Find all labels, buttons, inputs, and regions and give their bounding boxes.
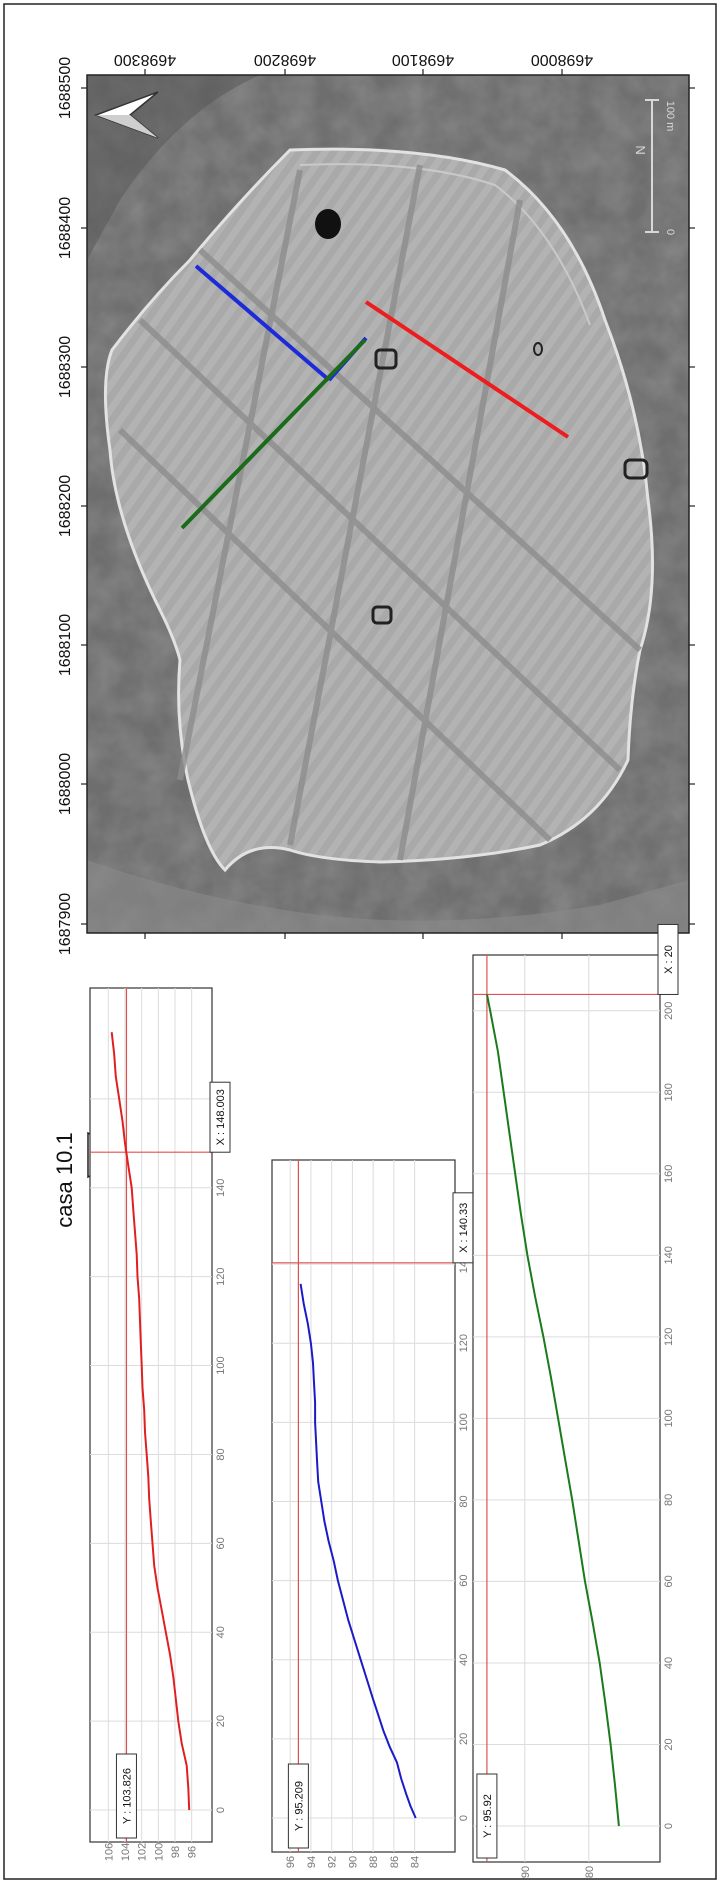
easting-label: 1688200 (57, 475, 74, 537)
easting-label: 1688000 (57, 753, 74, 815)
cursor-x-readout: X : 140.33 (452, 1192, 474, 1264)
tick-label: 140 (215, 1179, 227, 1197)
northing-label: 4698300 (114, 51, 176, 68)
tick-label: 20 (458, 1733, 470, 1745)
tick-label: 0 (215, 1807, 227, 1813)
tick-label: 120 (663, 1328, 675, 1346)
tick-label: 88 (368, 1856, 380, 1868)
profile-chart: 0204060801001201401601061041021009896Y :… (89, 987, 231, 1861)
profile-frame (472, 954, 661, 1863)
scale-bar-label: 100 m (664, 101, 676, 132)
structure-feature (533, 342, 543, 356)
map-frame (86, 74, 690, 934)
tick-label: 40 (663, 1657, 675, 1669)
profile-frame (271, 1159, 456, 1853)
cursor-y-label: Y : 95.92 (482, 1794, 494, 1838)
tick-label: 92 (327, 1856, 339, 1868)
north-label: N (633, 145, 648, 154)
scale-bar-zero: 0 (664, 229, 676, 235)
tick-label: 102 (137, 1843, 149, 1861)
tick-label: 86 (389, 1856, 401, 1868)
northing-label: 4698100 (392, 51, 454, 68)
tick-label: 160 (663, 1165, 675, 1183)
tick-label: 40 (215, 1626, 227, 1638)
tick-label: 80 (584, 1866, 596, 1878)
tick-label: 0 (458, 1815, 470, 1821)
tick-label: 84 (410, 1856, 422, 1868)
tick-label: 80 (663, 1494, 675, 1506)
tick-label: 120 (458, 1334, 470, 1352)
tick-label: 180 (663, 1083, 675, 1101)
cursor-x-readout: X : 20 (657, 923, 679, 995)
easting-label: 1688500 (57, 57, 74, 119)
tick-label: 80 (215, 1448, 227, 1460)
tick-label: 60 (458, 1575, 470, 1587)
tick-label: 60 (663, 1575, 675, 1587)
scale-bar: 100 m 0 N (633, 99, 676, 235)
site-title: casa 10.1 (52, 1132, 77, 1227)
profile-chart: 0 20 40 60 80 100 120 140 160 180 200 90 80 Y : 95.92… (472, 923, 679, 1878)
cursor-y-readout: Y : 95.209 (287, 1763, 309, 1849)
tick-label: 200 (663, 1002, 675, 1020)
cursor-y-label: Y : 103.826 (121, 1768, 133, 1824)
cursor-x-label: X : 148.003 (215, 1089, 227, 1145)
easting-label: 1688100 (57, 614, 74, 676)
tick-label: 80 (458, 1495, 470, 1507)
elevation-profiles: 0 20 40 60 80 100 120 140 160 106 104 102 100 98 96 Y :… (89, 923, 679, 1878)
tick-label: 90 (347, 1856, 359, 1868)
tick-label: 100 (215, 1356, 227, 1374)
tick-label: 96 (187, 1846, 199, 1858)
tick-label: 104 (120, 1843, 132, 1861)
profile-line (299, 1283, 417, 1819)
tick-label: 40 (458, 1654, 470, 1666)
tick-label: 20 (215, 1715, 227, 1727)
map-grid-ticks (81, 69, 695, 939)
easting-labels: 1688500 1688400 1688300 1688200 1688100 … (57, 57, 74, 955)
cursor-x-label: X : 140.33 (458, 1203, 470, 1253)
cursor-y-readout: Y : 95.92 (476, 1773, 498, 1859)
tick-label: 0 (663, 1823, 675, 1829)
hillshade-lowland (87, 860, 689, 933)
cursor-y-readout: Y : 103.826 (115, 1753, 137, 1839)
profile-line (486, 994, 620, 1827)
structure-feature (374, 348, 398, 370)
tick-label: 90 (520, 1866, 532, 1878)
tick-label: 94 (306, 1856, 318, 1868)
tick-label: 140 (663, 1246, 675, 1264)
transect-blue (194, 264, 331, 382)
cursor-x-readout: X : 148.003 (209, 1081, 231, 1153)
profile-line (110, 1032, 191, 1811)
northing-label: 4698000 (531, 51, 593, 68)
easting-label: 1687900 (57, 893, 74, 955)
terrain-map: 4698300 4698200 4698100 4698000 1688500 … (57, 51, 695, 955)
transect-red (364, 300, 570, 439)
cursor-y-label: Y : 95.209 (293, 1781, 305, 1831)
tick-label: 120 (215, 1267, 227, 1285)
page-frame (3, 3, 717, 1880)
tick-label: 98 (170, 1846, 182, 1858)
northing-labels: 4698300 4698200 4698100 4698000 (114, 51, 593, 68)
plateau-edge (299, 163, 591, 326)
tick-label: 60 (215, 1537, 227, 1549)
transect-green (180, 338, 367, 530)
plateau (103, 147, 654, 873)
north-arrow-icon (93, 91, 159, 139)
tick-label: 96 (285, 1856, 297, 1868)
easting-label: 1688400 (57, 197, 74, 259)
cursor-x-label: X : 20 (663, 945, 675, 974)
northing-label: 4698200 (254, 51, 316, 68)
structure-feature (371, 605, 393, 625)
structure-feature (623, 458, 649, 480)
street-grid (117, 164, 643, 861)
tick-label: 100 (153, 1843, 165, 1861)
easting-label: 1688300 (57, 336, 74, 398)
tick-label: 20 (663, 1738, 675, 1750)
pit-feature (315, 209, 341, 239)
tick-label: 100 (458, 1413, 470, 1431)
tick-label: 100 (663, 1409, 675, 1427)
tick-label: 106 (103, 1843, 115, 1861)
